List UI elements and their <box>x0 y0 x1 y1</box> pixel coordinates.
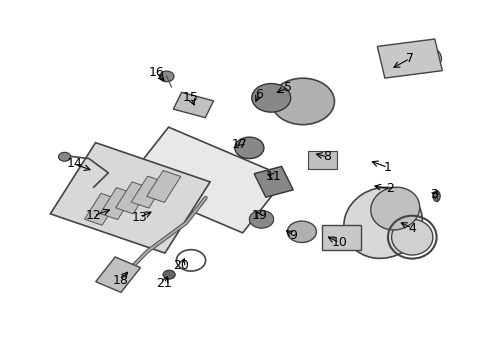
Text: 6: 6 <box>255 88 263 101</box>
Ellipse shape <box>287 221 316 243</box>
Bar <box>115 182 149 214</box>
Text: 1: 1 <box>383 161 391 174</box>
Bar <box>100 188 134 220</box>
Ellipse shape <box>234 137 264 158</box>
Bar <box>84 193 119 225</box>
Text: 5: 5 <box>284 81 292 94</box>
Ellipse shape <box>249 210 273 228</box>
Text: 13: 13 <box>132 211 147 224</box>
Bar <box>254 166 293 197</box>
Ellipse shape <box>397 44 441 73</box>
Text: 10: 10 <box>331 236 346 249</box>
Text: 17: 17 <box>231 138 247 151</box>
Text: 15: 15 <box>183 91 199 104</box>
Text: 12: 12 <box>86 209 102 222</box>
Bar <box>307 152 336 169</box>
Text: 3: 3 <box>429 188 437 201</box>
Text: 9: 9 <box>288 229 296 242</box>
Text: 2: 2 <box>386 183 393 195</box>
Text: 11: 11 <box>265 170 281 183</box>
Bar <box>96 257 140 292</box>
Ellipse shape <box>59 152 71 161</box>
Text: 7: 7 <box>405 52 413 65</box>
Text: 8: 8 <box>323 150 330 163</box>
Ellipse shape <box>271 78 334 125</box>
Bar <box>131 176 165 208</box>
Bar <box>146 171 181 202</box>
Text: 4: 4 <box>407 222 415 235</box>
Ellipse shape <box>343 187 422 258</box>
Ellipse shape <box>432 191 439 202</box>
Bar <box>322 225 361 249</box>
Bar <box>377 39 442 78</box>
Ellipse shape <box>391 219 432 255</box>
Ellipse shape <box>163 270 175 279</box>
Ellipse shape <box>159 71 174 82</box>
Text: 18: 18 <box>112 274 128 287</box>
Text: 21: 21 <box>156 277 172 290</box>
Text: 14: 14 <box>66 157 82 170</box>
Bar <box>50 143 210 253</box>
Ellipse shape <box>251 84 290 112</box>
Ellipse shape <box>370 187 419 230</box>
Bar <box>173 92 213 118</box>
Bar <box>124 127 286 233</box>
Text: 19: 19 <box>251 209 266 222</box>
Text: 20: 20 <box>173 259 189 272</box>
Text: 16: 16 <box>149 66 164 79</box>
